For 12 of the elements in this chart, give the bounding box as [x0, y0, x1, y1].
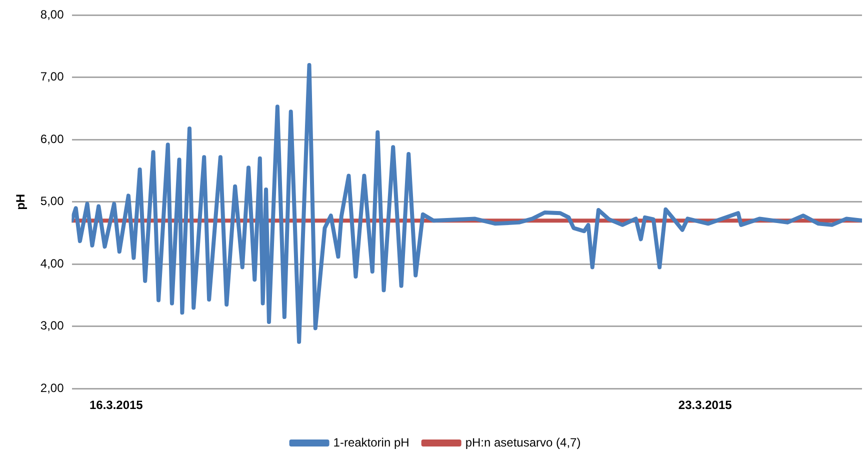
y-tick-label: 6,00 [40, 132, 64, 146]
x-tick-label: 16.3.2015 [89, 398, 144, 412]
legend-label: 1-reaktorin pH [333, 435, 410, 450]
y-tick-label: 4,00 [40, 256, 64, 270]
y-tick-label: 3,00 [40, 318, 64, 333]
y-tick-label: 8,00 [40, 8, 64, 22]
y-tick-label: 2,00 [40, 380, 64, 395]
y-tick-label: 5,00 [40, 194, 64, 208]
x-tick-label: 23.3.2015 [678, 398, 732, 412]
y-tick-label: 7,00 [40, 70, 64, 84]
legend-label: pH:n asetusarvo (4,7) [465, 435, 581, 450]
y-axis-title: pH [14, 194, 28, 210]
